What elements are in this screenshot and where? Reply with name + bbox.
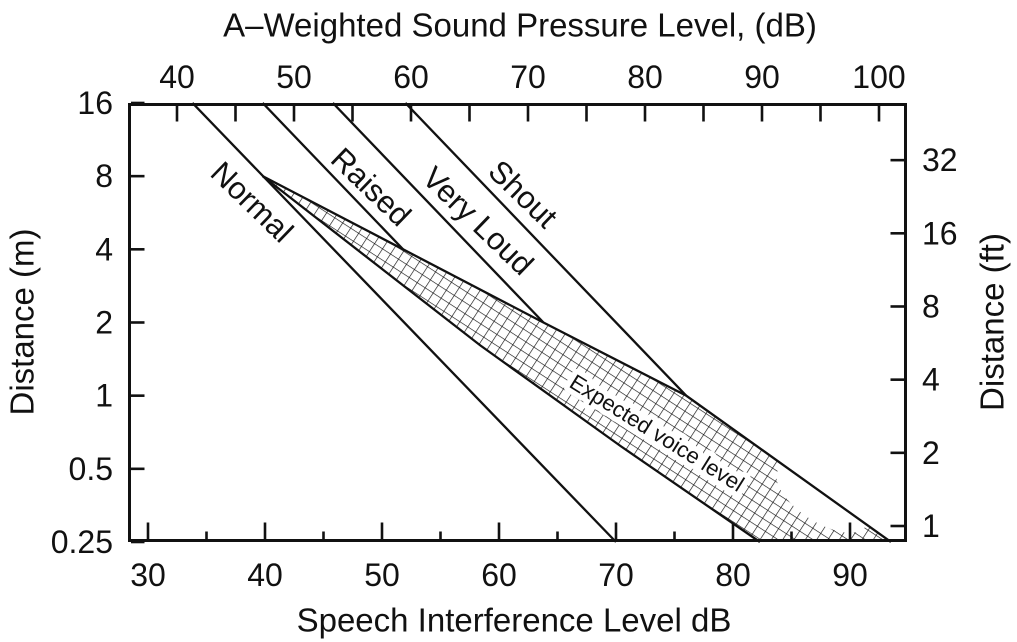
left-tick-label-16: 16	[77, 85, 113, 121]
top-tick-label-40: 40	[159, 59, 195, 95]
top-tick-label-70: 70	[510, 59, 546, 95]
band-hatch-fill	[262, 176, 891, 542]
right-tick-label-32: 32	[922, 142, 958, 178]
top-tick-label-50: 50	[276, 59, 312, 95]
voice-line-normal	[191, 102, 617, 543]
plot-frame	[128, 103, 907, 542]
axis-ticks	[131, 101, 904, 544]
left-axis-title: Distance (m)	[4, 228, 41, 415]
left-tick-label-2: 2	[95, 304, 113, 340]
plot-border	[128, 103, 907, 542]
bottom-axis-title: Speech Interference Level dB	[297, 602, 732, 639]
right-tick-label-2: 2	[922, 435, 940, 471]
left-tick-label-4: 4	[95, 231, 113, 267]
left-tick-label-1: 1	[95, 378, 113, 414]
bottom-tick-label-70: 70	[598, 557, 634, 593]
bottom-tick-label-50: 50	[364, 557, 400, 593]
top-tick-label-60: 60	[393, 59, 429, 95]
bottom-tick-label-60: 60	[481, 557, 517, 593]
voice-line-shout	[404, 102, 688, 397]
axis-tick-labels: 40 50 60 70 80 90 100 30 40 50 60 70 80 90 16 8 4 2 1 0.5 0.…	[51, 59, 958, 593]
band-white-gap	[776, 463, 868, 533]
right-tick-label-16: 16	[922, 215, 958, 251]
bottom-tick-label-80: 80	[715, 557, 751, 593]
top-axis-title: A–Weighted Sound Pressure Level, (dB)	[223, 7, 817, 44]
right-tick-label-1: 1	[922, 508, 940, 544]
voice-line-very_loud	[332, 102, 545, 324]
right-tick-label-4: 4	[922, 362, 940, 398]
band-lower-boundary	[261, 175, 761, 543]
top-tick-label-100: 100	[852, 59, 905, 95]
voice-line-raised	[261, 102, 404, 251]
bottom-tick-label-30: 30	[130, 557, 166, 593]
left-tick-label-0.5: 0.5	[69, 451, 113, 487]
top-tick-label-90: 90	[744, 59, 780, 95]
bottom-tick-label-40: 40	[247, 557, 283, 593]
right-tick-label-8: 8	[922, 288, 940, 324]
right-axis-title: Distance (ft)	[974, 233, 1011, 411]
left-tick-label-0.25: 0.25	[51, 524, 113, 560]
bottom-tick-label-90: 90	[832, 557, 868, 593]
top-tick-label-80: 80	[627, 59, 663, 95]
left-tick-label-8: 8	[95, 158, 113, 194]
